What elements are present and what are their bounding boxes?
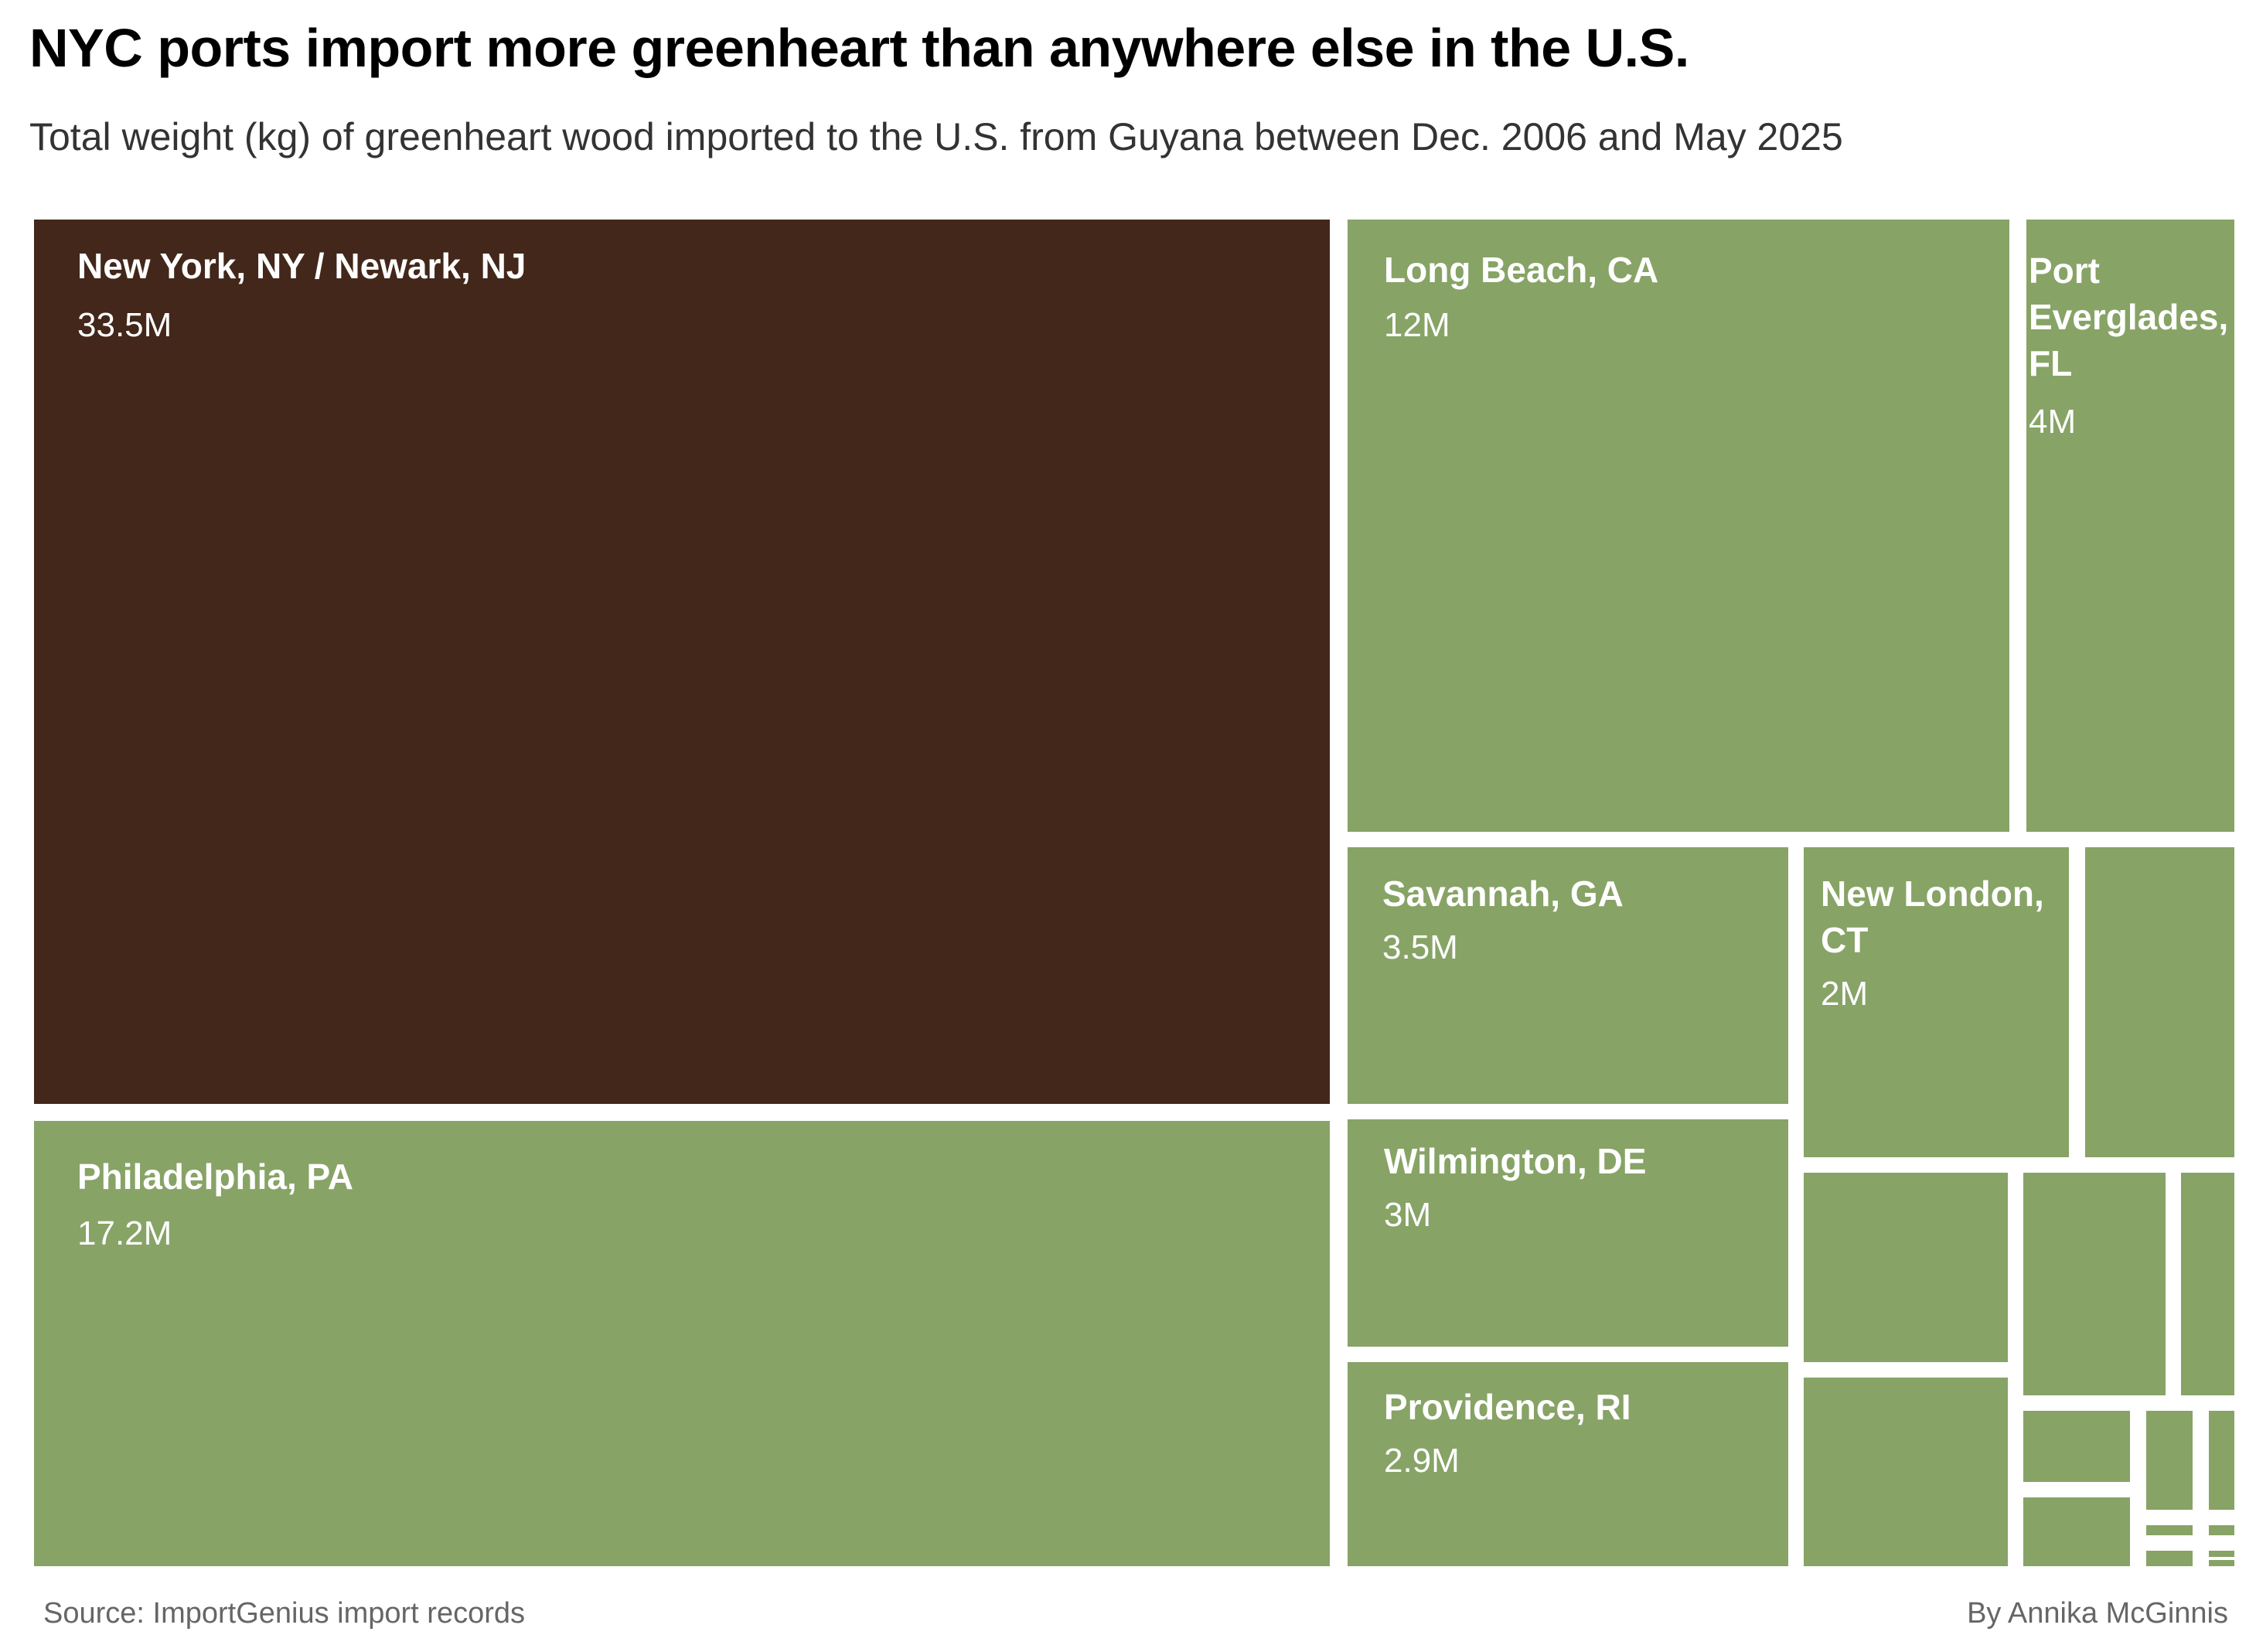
tile-value: 33.5M bbox=[77, 306, 172, 344]
treemap-tile bbox=[2146, 1525, 2193, 1535]
treemap-tile bbox=[2209, 1411, 2234, 1510]
tile-label: New York, NY / Newark, NJ bbox=[77, 246, 526, 286]
tile-value: 2.9M bbox=[1384, 1442, 1460, 1480]
tile-value: 17.2M bbox=[77, 1214, 172, 1252]
treemap-tile bbox=[2023, 1497, 2130, 1566]
treemap-tile bbox=[2146, 1411, 2193, 1510]
treemap-tile bbox=[2023, 1411, 2130, 1482]
treemap-tile bbox=[1348, 1362, 1788, 1566]
tile-value: 3.5M bbox=[1382, 928, 1458, 966]
tile-label: Port Everglades, FL bbox=[2029, 250, 2228, 383]
tile-label: New London, CT bbox=[1821, 874, 2044, 960]
treemap-tile bbox=[2085, 847, 2234, 1157]
treemap-tile bbox=[1348, 1119, 1788, 1347]
treemap-tile bbox=[2209, 1551, 2234, 1557]
tile-label: Long Beach, CA bbox=[1384, 250, 1658, 290]
treemap-tile bbox=[1804, 1173, 2008, 1362]
tile-label: Savannah, GA bbox=[1382, 874, 1624, 914]
byline: By Annika McGinnis bbox=[1967, 1597, 2228, 1630]
tile-label: Philadelphia, PA bbox=[77, 1156, 353, 1197]
treemap-tile bbox=[2181, 1173, 2234, 1395]
treemap-tile bbox=[2023, 1173, 2166, 1395]
treemap-tile bbox=[2026, 220, 2234, 832]
tile-value: 12M bbox=[1384, 306, 1450, 344]
treemap-tile bbox=[2209, 1560, 2234, 1566]
treemap-tile bbox=[1348, 847, 1788, 1104]
tile-label: Providence, RI bbox=[1384, 1387, 1631, 1427]
treemap-tile bbox=[2209, 1525, 2234, 1535]
treemap-tile bbox=[1804, 847, 2069, 1157]
chart-title: NYC ports import more greenheart than an… bbox=[29, 18, 1689, 78]
source-note: Source: ImportGenius import records bbox=[43, 1597, 526, 1630]
treemap-tile bbox=[34, 220, 1330, 1104]
tile-value: 4M bbox=[2029, 403, 2076, 441]
treemap-tile bbox=[1348, 220, 2009, 832]
treemap-tile bbox=[34, 1121, 1330, 1566]
tile-label: Wilmington, DE bbox=[1384, 1141, 1646, 1181]
chart-subtitle: Total weight (kg) of greenheart wood imp… bbox=[29, 115, 1843, 158]
tile-value: 3M bbox=[1384, 1196, 1431, 1234]
tile-value: 2M bbox=[1821, 975, 1868, 1013]
treemap-tile bbox=[1804, 1378, 2008, 1566]
treemap-tile bbox=[2146, 1551, 2193, 1566]
